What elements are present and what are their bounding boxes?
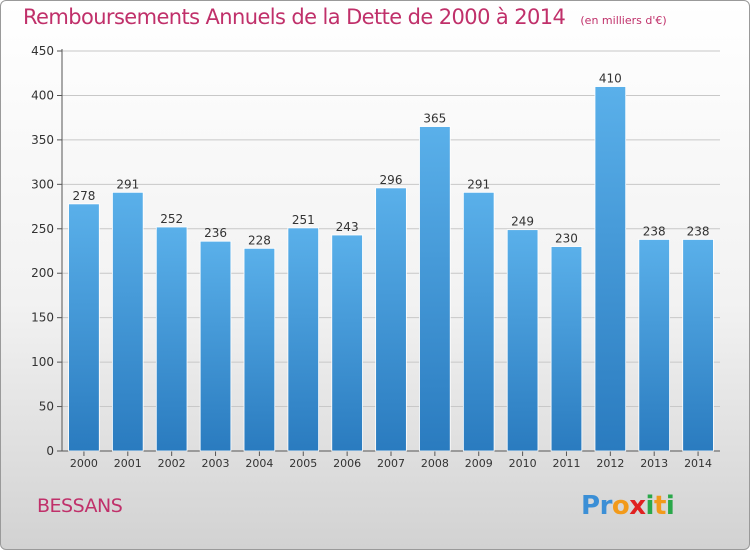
bars xyxy=(68,86,714,452)
bar-2003 xyxy=(199,240,232,452)
logo-letter: P xyxy=(581,491,600,521)
y-tick-label-150: 150 xyxy=(31,311,54,325)
x-tick-label-2013: 2013 xyxy=(640,457,668,470)
x-tick-label-2002: 2002 xyxy=(158,457,186,470)
x-tick-label-2006: 2006 xyxy=(333,457,361,470)
y-tick-label-450: 450 xyxy=(31,44,54,58)
logo-letter: o xyxy=(611,491,630,521)
x-tick-label-2007: 2007 xyxy=(377,457,405,470)
bar-2008 xyxy=(419,126,451,452)
x-tick-label-2005: 2005 xyxy=(289,457,317,470)
value-label-2006: 243 xyxy=(336,220,359,234)
value-label-2009: 291 xyxy=(467,177,490,191)
chart-title-unit: (en milliers d'€) xyxy=(580,14,667,27)
y-tick-label-400: 400 xyxy=(31,88,54,102)
x-tick-label-2014: 2014 xyxy=(684,457,712,470)
bar-2013 xyxy=(638,239,670,452)
value-label-2011: 230 xyxy=(555,232,578,246)
value-label-2014: 238 xyxy=(687,224,710,238)
value-label-2002: 252 xyxy=(160,212,183,226)
y-tick-label-100: 100 xyxy=(31,355,54,369)
bar-2007 xyxy=(375,187,407,452)
logo-letter: i xyxy=(665,491,675,521)
value-label-2008: 365 xyxy=(423,112,446,126)
logo-letter: r xyxy=(599,491,613,521)
logo-letter: i xyxy=(645,491,655,521)
x-tick-label-2008: 2008 xyxy=(421,457,449,470)
bar-2012 xyxy=(594,86,627,452)
bar-2002 xyxy=(155,226,188,452)
bar-2011 xyxy=(550,246,583,452)
value-label-2000: 278 xyxy=(72,189,95,203)
y-tick-labels: 0 50 100 150 200 250 300 350 400 450 xyxy=(31,44,54,458)
value-label-2013: 238 xyxy=(643,224,666,238)
logo-letter: x xyxy=(629,491,646,521)
y-tick-label-350: 350 xyxy=(31,133,54,147)
x-tick-label-2012: 2012 xyxy=(596,457,624,470)
bar-2004 xyxy=(243,247,276,452)
bar-2005 xyxy=(287,227,320,452)
y-tick-label-300: 300 xyxy=(31,177,54,191)
value-label-2001: 291 xyxy=(116,177,139,191)
x-tick-label-2004: 2004 xyxy=(245,457,273,470)
y-tick-label-250: 250 xyxy=(31,222,54,236)
logo-letter: t xyxy=(653,491,666,521)
value-label-2003: 236 xyxy=(204,226,227,240)
value-label-2010: 249 xyxy=(511,215,534,229)
y-tick-label-50: 50 xyxy=(39,400,54,414)
x-tick-label-2010: 2010 xyxy=(509,457,537,470)
value-label-2012: 410 xyxy=(599,72,622,86)
bar-2001 xyxy=(112,191,144,452)
value-label-2007: 296 xyxy=(380,173,403,187)
commune-name: BESSANS xyxy=(37,495,123,517)
x-tick-label-2011: 2011 xyxy=(552,457,580,470)
x-tick-label-2003: 2003 xyxy=(202,457,230,470)
x-tick-label-2001: 2001 xyxy=(114,457,142,470)
value-label-2005: 251 xyxy=(292,213,315,227)
value-labels: 278 291 252 236 228 251 243 296 365 291 249 230 410 2… xyxy=(72,72,709,248)
chart-title: Remboursements Annuels de la Dette de 20… xyxy=(23,5,667,29)
bar-2009 xyxy=(462,191,495,452)
bar-2010 xyxy=(506,229,539,452)
x-tick-label-2000: 2000 xyxy=(70,457,98,470)
value-label-2004: 228 xyxy=(248,233,271,247)
bar-2014 xyxy=(682,239,714,452)
bar-2000 xyxy=(68,203,100,452)
x-tick-labels: 2000 2001 2002 2003 2004 2005 2006 2007 2008 2009… xyxy=(70,457,712,470)
y-tick-label-0: 0 xyxy=(46,444,54,458)
y-tick-label-200: 200 xyxy=(31,266,54,280)
bar-2006 xyxy=(331,234,363,452)
chart-title-main: Remboursements Annuels de la Dette de 20… xyxy=(23,5,566,29)
x-tick-label-2009: 2009 xyxy=(465,457,493,470)
proxiti-logo: Proxiti xyxy=(581,491,675,521)
